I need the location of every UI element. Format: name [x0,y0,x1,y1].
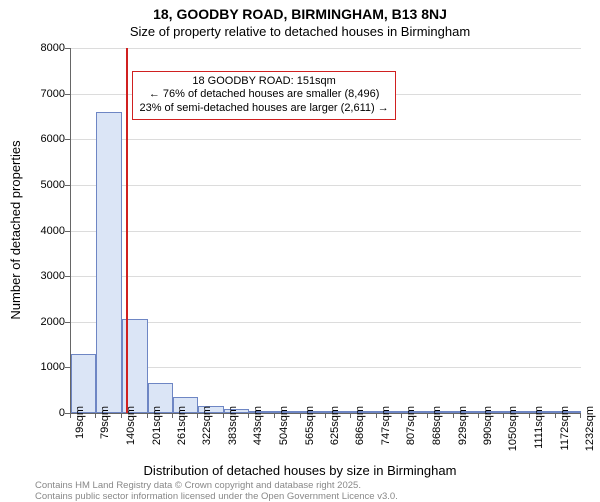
gridline [71,48,581,49]
xtick-mark [300,413,301,418]
ytick-mark [65,48,70,49]
ytick-label: 6000 [20,133,65,145]
gridline [71,276,581,277]
ytick-label: 5000 [20,179,65,191]
xtick-mark [503,413,504,418]
ytick-mark [65,276,70,277]
xtick-label: 868sqm [431,406,443,461]
xtick-mark [350,413,351,418]
callout-line-3: 23% of semi-detached houses are larger (… [139,102,388,116]
property-marker-line [126,48,128,413]
xtick-mark [478,413,479,418]
ytick-label: 2000 [20,316,65,328]
ytick-label: 4000 [20,225,65,237]
ytick-label: 7000 [20,88,65,100]
ytick-mark [65,322,70,323]
xtick-mark [70,413,71,418]
xtick-mark [121,413,122,418]
xtick-label: 261sqm [176,406,188,461]
ytick-label: 0 [20,407,65,419]
xtick-mark [274,413,275,418]
xtick-label: 565sqm [304,406,316,461]
xtick-mark [223,413,224,418]
xtick-mark [147,413,148,418]
xtick-label: 1050sqm [507,406,519,461]
xtick-label: 383sqm [227,406,239,461]
ytick-mark [65,139,70,140]
xtick-label: 322sqm [201,406,213,461]
xtick-mark [401,413,402,418]
gridline [71,367,581,368]
xtick-mark [325,413,326,418]
xtick-label: 19sqm [74,406,86,461]
ytick-label: 1000 [20,361,65,373]
xtick-label: 1172sqm [559,406,571,461]
xtick-label: 929sqm [457,406,469,461]
plot-area: 18 GOODBY ROAD: 151sqm← 76% of detached … [70,48,581,414]
xtick-mark [172,413,173,418]
ytick-label: 3000 [20,270,65,282]
gridline [71,185,581,186]
xtick-label: 990sqm [482,406,494,461]
xtick-label: 747sqm [380,406,392,461]
gridline [71,139,581,140]
callout-line-2: ← 76% of detached houses are smaller (8,… [139,88,388,102]
xtick-label: 443sqm [252,406,264,461]
xtick-mark [95,413,96,418]
xtick-mark [555,413,556,418]
xtick-label: 807sqm [405,406,417,461]
xtick-mark [453,413,454,418]
xtick-label: 625sqm [329,406,341,461]
chart-title-main: 18, GOODBY ROAD, BIRMINGHAM, B13 8NJ [0,6,600,22]
xtick-mark [529,413,530,418]
xtick-mark [580,413,581,418]
gridline [71,322,581,323]
xtick-label: 504sqm [278,406,290,461]
ytick-mark [65,185,70,186]
property-callout: 18 GOODBY ROAD: 151sqm← 76% of detached … [132,71,395,120]
xtick-label: 140sqm [125,406,137,461]
xtick-label: 686sqm [354,406,366,461]
xtick-label: 1232sqm [584,406,596,461]
histogram-bar [96,112,122,413]
ytick-mark [65,367,70,368]
xtick-label: 79sqm [99,406,111,461]
chart-title-sub: Size of property relative to detached ho… [0,24,600,39]
ytick-label: 8000 [20,42,65,54]
footer-line-2: Contains public sector information licen… [35,491,398,502]
callout-line-1: 18 GOODBY ROAD: 151sqm [139,75,388,89]
xtick-label: 201sqm [151,406,163,461]
xtick-mark [197,413,198,418]
xtick-mark [248,413,249,418]
ytick-mark [65,231,70,232]
xtick-mark [376,413,377,418]
gridline [71,231,581,232]
xtick-label: 1111sqm [533,406,545,461]
x-axis-label: Distribution of detached houses by size … [0,463,600,478]
histogram-bar [71,354,96,413]
xtick-mark [427,413,428,418]
ytick-mark [65,94,70,95]
footer-line-1: Contains HM Land Registry data © Crown c… [35,480,361,491]
